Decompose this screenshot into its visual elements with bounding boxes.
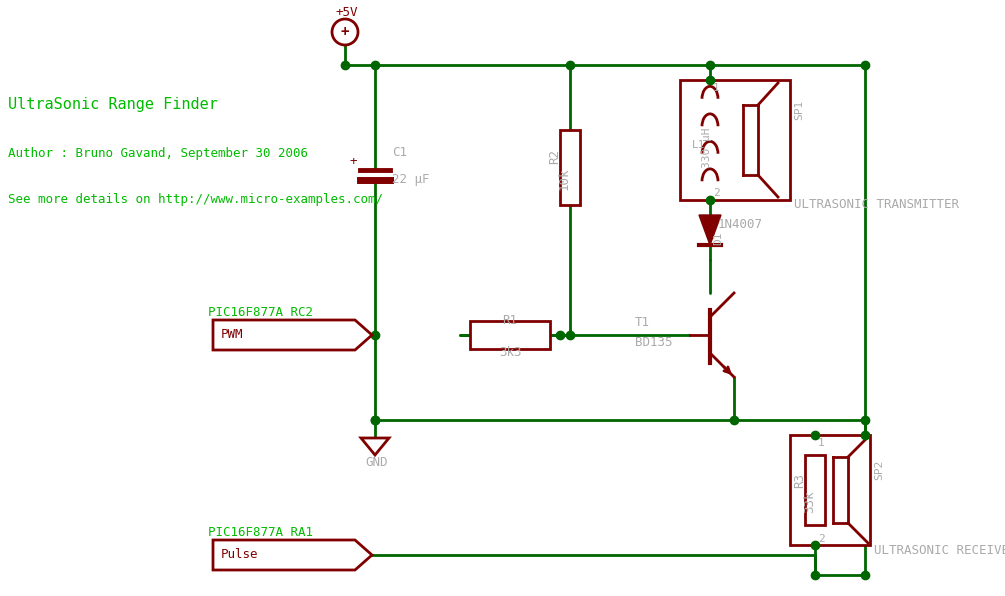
Bar xyxy=(790,435,870,545)
Polygon shape xyxy=(213,540,372,570)
Text: R3: R3 xyxy=(793,473,806,488)
Text: 22 μF: 22 μF xyxy=(392,173,429,187)
Bar xyxy=(470,321,550,349)
Text: 1N4007: 1N4007 xyxy=(718,219,763,231)
Text: Pulse: Pulse xyxy=(221,548,258,561)
Text: See more details on http://www.micro-examples.com/: See more details on http://www.micro-exa… xyxy=(8,194,383,206)
Text: +: + xyxy=(350,156,357,169)
Text: PIC16F877A RA1: PIC16F877A RA1 xyxy=(208,526,313,539)
Text: R1: R1 xyxy=(502,313,518,327)
Bar xyxy=(680,80,790,200)
Text: L1: L1 xyxy=(692,140,706,150)
Bar xyxy=(805,455,825,525)
Text: ULTRASONIC RECEIVER: ULTRASONIC RECEIVER xyxy=(874,544,1005,557)
Text: PIC16F877A RC2: PIC16F877A RC2 xyxy=(208,306,313,318)
Text: 33k: 33k xyxy=(803,491,816,513)
Polygon shape xyxy=(361,438,389,455)
Text: 2: 2 xyxy=(818,534,825,544)
Text: 1: 1 xyxy=(713,83,720,93)
Text: 10k: 10k xyxy=(558,167,571,190)
Text: Author : Bruno Gavand, September 30 2006: Author : Bruno Gavand, September 30 2006 xyxy=(8,147,308,160)
Text: PWM: PWM xyxy=(221,328,243,342)
Text: 3k3: 3k3 xyxy=(498,346,522,359)
Text: SP1: SP1 xyxy=(794,100,804,120)
Text: UltraSonic Range Finder: UltraSonic Range Finder xyxy=(8,98,218,113)
Polygon shape xyxy=(213,320,372,350)
Text: 2: 2 xyxy=(713,188,720,198)
Text: D1: D1 xyxy=(713,231,723,245)
Text: R2: R2 xyxy=(548,150,561,164)
Polygon shape xyxy=(699,215,721,245)
Text: 330 μH: 330 μH xyxy=(702,128,712,168)
Text: BD135: BD135 xyxy=(635,337,672,349)
Bar xyxy=(560,130,580,205)
Text: C1: C1 xyxy=(392,145,407,159)
Text: ULTRASONIC TRANSMITTER: ULTRASONIC TRANSMITTER xyxy=(794,198,959,212)
Text: 1: 1 xyxy=(818,438,825,448)
Text: +5V: +5V xyxy=(335,5,358,18)
Text: +: + xyxy=(341,25,349,39)
Circle shape xyxy=(332,19,358,45)
Text: T1: T1 xyxy=(635,316,650,330)
Text: GND: GND xyxy=(365,455,388,468)
Text: SP2: SP2 xyxy=(874,460,884,480)
